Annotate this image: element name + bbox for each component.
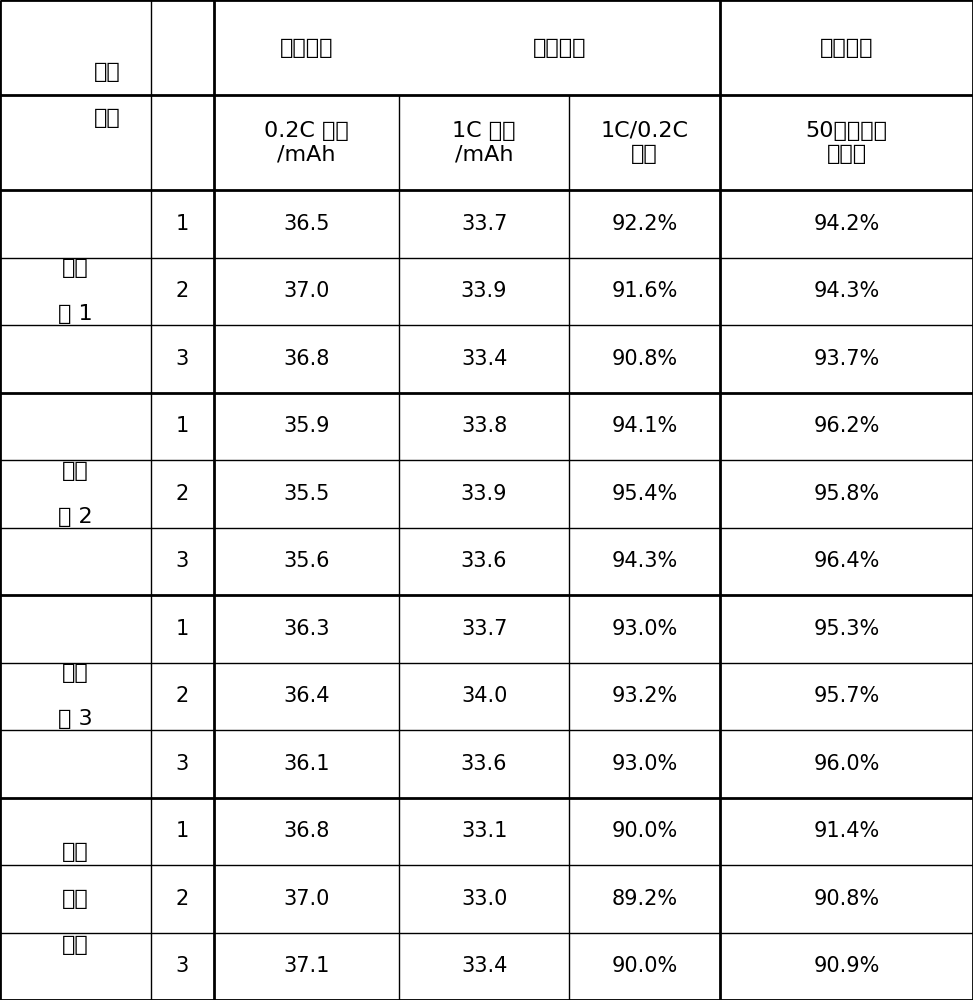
Text: 90.0%: 90.0% — [611, 821, 678, 841]
Text: 35.9: 35.9 — [283, 416, 330, 436]
Text: 常规

三元

材料: 常规 三元 材料 — [62, 842, 89, 955]
Text: 36.8: 36.8 — [283, 349, 330, 369]
Text: 循环性能: 循环性能 — [820, 37, 873, 57]
Text: 90.9%: 90.9% — [813, 956, 880, 976]
Text: 33.9: 33.9 — [461, 281, 507, 301]
Text: 89.2%: 89.2% — [612, 889, 677, 909]
Text: 95.8%: 95.8% — [813, 484, 880, 504]
Text: 2: 2 — [176, 484, 189, 504]
Text: 33.0: 33.0 — [461, 889, 507, 909]
Text: 1C/0.2C
比例: 1C/0.2C 比例 — [600, 121, 689, 164]
Text: 33.8: 33.8 — [461, 416, 507, 436]
Text: 94.3%: 94.3% — [611, 551, 678, 571]
Text: 类别

编号: 类别 编号 — [93, 62, 121, 128]
Text: 36.4: 36.4 — [283, 686, 330, 706]
Text: 1: 1 — [176, 619, 189, 639]
Text: 实施

例 1: 实施 例 1 — [58, 258, 92, 324]
Text: 33.9: 33.9 — [461, 484, 507, 504]
Text: 35.5: 35.5 — [283, 484, 330, 504]
Text: 33.4: 33.4 — [461, 349, 507, 369]
Text: 实施

例 3: 实施 例 3 — [58, 663, 92, 729]
Text: 33.6: 33.6 — [461, 551, 507, 571]
Text: 95.4%: 95.4% — [611, 484, 678, 504]
Text: 37.1: 37.1 — [283, 956, 330, 976]
Text: 0.2C 容量
/mAh: 0.2C 容量 /mAh — [264, 121, 349, 164]
Text: 1: 1 — [176, 416, 189, 436]
Text: 94.2%: 94.2% — [813, 214, 880, 234]
Text: 50次后容量
剩余率: 50次后容量 剩余率 — [806, 121, 887, 164]
Text: 36.1: 36.1 — [283, 754, 330, 774]
Text: 33.1: 33.1 — [461, 821, 507, 841]
Text: 3: 3 — [176, 551, 189, 571]
Text: 倍率性能: 倍率性能 — [533, 37, 586, 57]
Text: 1: 1 — [176, 214, 189, 234]
Text: 3: 3 — [176, 754, 189, 774]
Text: 2: 2 — [176, 281, 189, 301]
Text: 33.6: 33.6 — [461, 754, 507, 774]
Text: 容量性能: 容量性能 — [280, 37, 333, 57]
Text: 3: 3 — [176, 956, 189, 976]
Text: 93.0%: 93.0% — [611, 754, 678, 774]
Text: 91.6%: 91.6% — [611, 281, 678, 301]
Text: 94.1%: 94.1% — [611, 416, 678, 436]
Text: 90.8%: 90.8% — [612, 349, 677, 369]
Text: 35.6: 35.6 — [283, 551, 330, 571]
Text: 33.7: 33.7 — [461, 214, 507, 234]
Text: 实施

例 2: 实施 例 2 — [58, 461, 92, 527]
Text: 96.4%: 96.4% — [813, 551, 880, 571]
Text: 34.0: 34.0 — [461, 686, 507, 706]
Text: 95.7%: 95.7% — [813, 686, 880, 706]
Text: 90.8%: 90.8% — [813, 889, 880, 909]
Text: 33.7: 33.7 — [461, 619, 507, 639]
Text: 90.0%: 90.0% — [611, 956, 678, 976]
Text: 93.2%: 93.2% — [611, 686, 678, 706]
Text: 33.4: 33.4 — [461, 956, 507, 976]
Text: 2: 2 — [176, 686, 189, 706]
Text: 1C 容量
/mAh: 1C 容量 /mAh — [452, 121, 516, 164]
Text: 3: 3 — [176, 349, 189, 369]
Text: 96.0%: 96.0% — [813, 754, 880, 774]
Text: 93.0%: 93.0% — [611, 619, 678, 639]
Text: 2: 2 — [176, 889, 189, 909]
Text: 95.3%: 95.3% — [813, 619, 880, 639]
Text: 1: 1 — [176, 821, 189, 841]
Text: 94.3%: 94.3% — [813, 281, 880, 301]
Text: 37.0: 37.0 — [283, 889, 330, 909]
Text: 92.2%: 92.2% — [611, 214, 678, 234]
Text: 93.7%: 93.7% — [813, 349, 880, 369]
Text: 36.3: 36.3 — [283, 619, 330, 639]
Text: 36.8: 36.8 — [283, 821, 330, 841]
Text: 96.2%: 96.2% — [813, 416, 880, 436]
Text: 37.0: 37.0 — [283, 281, 330, 301]
Text: 36.5: 36.5 — [283, 214, 330, 234]
Text: 91.4%: 91.4% — [813, 821, 880, 841]
